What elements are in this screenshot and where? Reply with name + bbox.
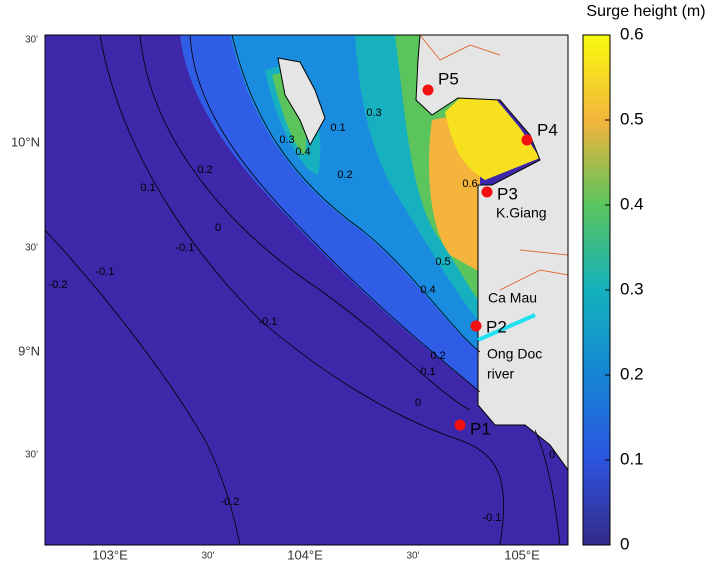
colorbar-tick-label: 0.3 [620, 279, 644, 298]
contour [45, 229, 241, 545]
place-label: river [487, 366, 515, 382]
contour-label: 0.5 [435, 256, 450, 268]
contour-label: 0.3 [366, 107, 381, 119]
contour-label: -0.2 [221, 496, 240, 508]
lon-tick-label: 30' [406, 551, 419, 562]
contour-label: 0.1 [330, 122, 345, 134]
frame [44, 34, 569, 546]
contour-label: 0.2 [337, 169, 352, 181]
contour [189, 35, 481, 393]
lat-tick-label: 9°N [18, 343, 40, 358]
contour-label: 0.3 [279, 134, 294, 146]
land [415, 35, 568, 471]
lat-tick-label: 30' [25, 35, 38, 46]
contour [231, 35, 481, 353]
lon-tick-label: 30' [201, 551, 214, 562]
lon-tick-label: 105°E [504, 547, 540, 562]
colorbar-tick-label: 0 [620, 534, 629, 553]
border [419, 35, 568, 291]
lat-tick-label: 10°N [11, 134, 40, 149]
contour-label: -0.2 [49, 279, 68, 291]
contour-label: 0.2 [197, 164, 212, 176]
map-area: 0.3 0.4 0.1 0.2 0.3 0.2 0.1 0 -0.1 -0.1 … [45, 35, 568, 545]
contour-label: 0.4 [420, 284, 435, 296]
point [521, 134, 533, 146]
contour-label: -0.1 [96, 266, 115, 278]
island [277, 57, 326, 147]
colorbar-tick-label: 0.4 [620, 194, 644, 213]
colorbar-tick-label: 0.2 [620, 364, 644, 383]
point [454, 419, 466, 431]
contour-label: 0.2 [430, 350, 445, 362]
band [445, 98, 540, 180]
lon-tick-label: 104°E [287, 547, 323, 562]
lat-tick-label: 30' [25, 450, 38, 461]
contour-label: 0.4 [295, 146, 310, 158]
place-label: Ca Mau [488, 290, 537, 306]
contour-label: 0.1 [420, 366, 435, 378]
contour-label: -0.1 [176, 242, 195, 254]
colorbar-tick-label: 0.1 [620, 449, 644, 468]
place-label: Ong Doc [487, 346, 542, 362]
contour-label: 0.1 [140, 182, 155, 194]
lat-tick-label: 30' [25, 243, 38, 254]
point [481, 186, 493, 198]
river [477, 313, 536, 342]
point-label: P1 [470, 419, 491, 438]
point-label: P2 [486, 317, 507, 336]
contour [139, 35, 471, 411]
contour-label: 0 [415, 397, 421, 409]
point [470, 320, 482, 332]
contour-label: 0.6 [462, 178, 477, 190]
colorbar-tick-label: 0.5 [620, 109, 644, 128]
point-label: P5 [438, 69, 459, 88]
lon-tick-label: 103°E [92, 547, 128, 562]
point [422, 84, 434, 96]
contour-label: -0.1 [259, 316, 278, 328]
point-label: P3 [497, 184, 518, 203]
colorbar-tick-label: 0.6 [620, 24, 644, 43]
contour [99, 35, 504, 545]
contour-label: 0 [549, 449, 555, 461]
contour-label: 0 [215, 222, 221, 234]
colorbar-ticks: 0 0.1 0.2 0.3 0.4 0.5 0.6 [605, 24, 644, 553]
contour-label: -0.1 [483, 512, 502, 524]
place-label: K.Giang [496, 205, 547, 221]
contour [534, 429, 561, 545]
point-label: P4 [537, 120, 558, 139]
colorbar-title: Surge height (m) [586, 3, 705, 20]
